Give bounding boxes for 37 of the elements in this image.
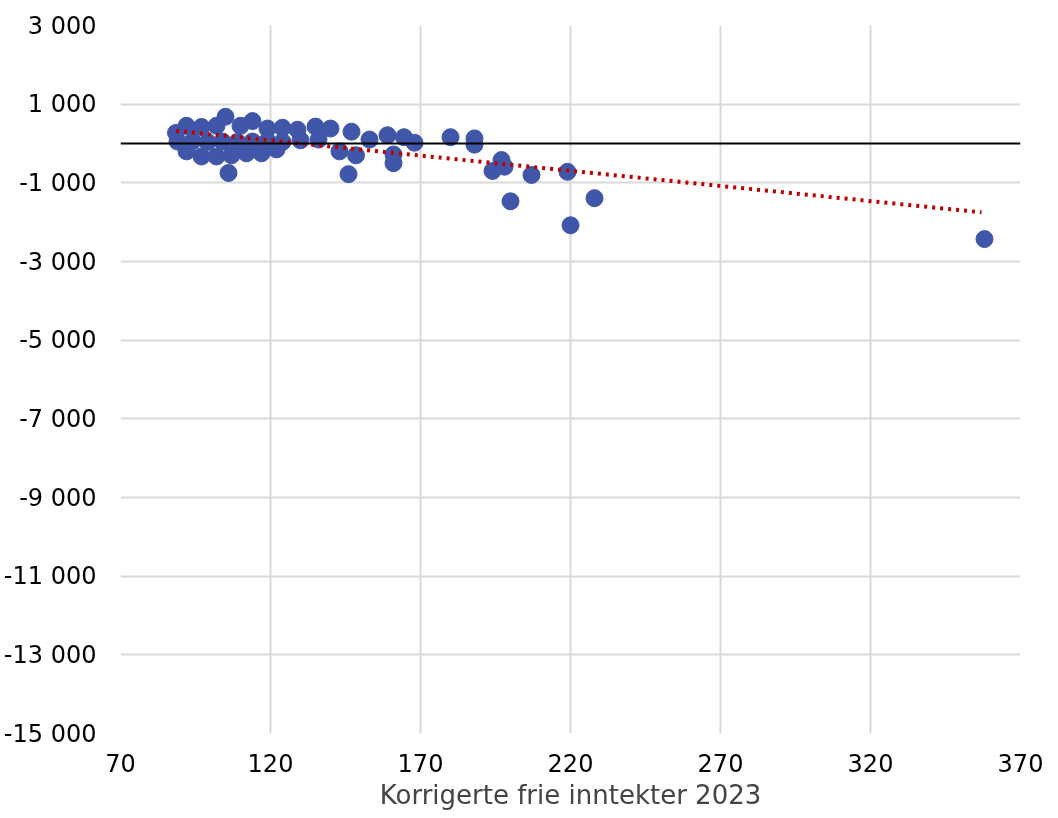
y-tick-label: -15 000	[3, 719, 97, 748]
point	[585, 189, 604, 208]
y-tick-label: -11 000	[3, 562, 97, 591]
point	[441, 128, 460, 147]
y-tick-label: 3 000	[27, 11, 97, 40]
y-tick-label: -3 000	[19, 247, 97, 276]
point	[347, 146, 365, 165]
y-tick-label: 1 000	[27, 90, 97, 119]
x-tick-label: 170	[397, 749, 444, 778]
x-tick-label: 70	[105, 749, 136, 778]
x-axis-title: Korrigerte frie inntekter 2023	[379, 779, 762, 810]
x-tick-label: 320	[847, 749, 894, 778]
y-tick-label: -1 000	[19, 168, 97, 197]
point	[522, 165, 541, 184]
point	[501, 192, 520, 211]
point	[219, 164, 238, 182]
point	[321, 119, 340, 138]
x-tick-label: 120	[247, 749, 294, 778]
y-tick-label: -9 000	[19, 483, 97, 512]
y-tick-label: -13 000	[3, 640, 97, 669]
y-tick-label: -5 000	[19, 326, 97, 355]
point	[252, 144, 271, 163]
x-tick-label: 220	[547, 749, 594, 778]
point	[342, 122, 361, 141]
y-tick-label: -7 000	[19, 404, 97, 433]
x-tick-label: 270	[697, 749, 744, 778]
point	[561, 216, 580, 235]
point	[237, 144, 256, 163]
point	[975, 230, 994, 249]
point	[378, 126, 397, 145]
point	[207, 147, 226, 166]
point	[216, 107, 235, 126]
point	[339, 165, 358, 184]
x-tick-label: 370	[997, 749, 1044, 778]
point	[192, 147, 211, 166]
point	[222, 146, 241, 165]
point	[243, 112, 262, 131]
